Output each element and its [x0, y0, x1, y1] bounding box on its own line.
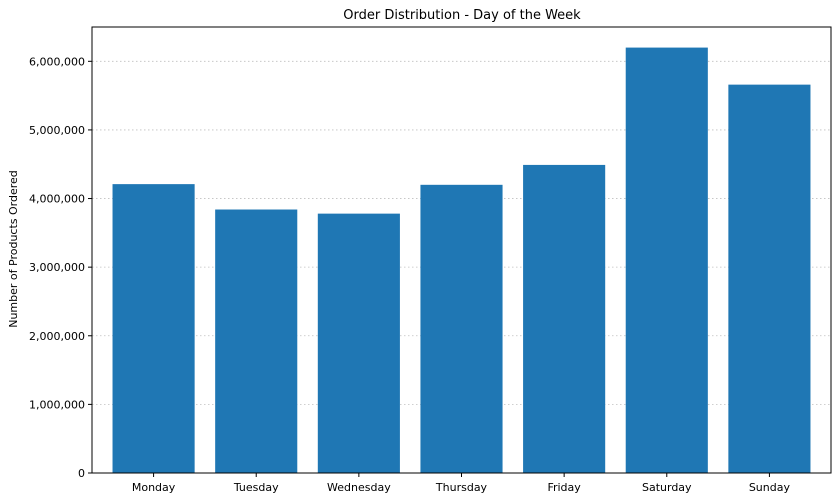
- chart-title: Order Distribution - Day of the Week: [343, 8, 581, 23]
- x-tick-label: Thursday: [435, 481, 488, 494]
- bar-saturday: [625, 47, 708, 473]
- y-tick-label: 3,000,000: [29, 261, 85, 274]
- bars: [112, 47, 811, 474]
- y-tick-label: 6,000,000: [29, 55, 85, 68]
- y-tick-label: 0: [78, 467, 85, 480]
- bar-wednesday: [317, 213, 400, 473]
- x-tick-label: Wednesday: [327, 481, 391, 494]
- x-tick-label: Monday: [132, 481, 176, 494]
- y-tick-label: 5,000,000: [29, 124, 85, 137]
- y-tick-label: 4,000,000: [29, 193, 85, 206]
- bar-thursday: [420, 184, 503, 474]
- x-axis: Monday Tuesday Wednesday Thursday Friday Satu…: [132, 473, 791, 494]
- x-tick-label: Sunday: [749, 481, 791, 494]
- x-tick-label: Friday: [547, 481, 581, 494]
- y-axis-label: Number of Products Ordered: [7, 170, 20, 328]
- y-tick-label: 2,000,000: [29, 330, 85, 343]
- x-tick-label: Saturday: [642, 481, 692, 494]
- plot-frame: [91, 26, 832, 474]
- y-axis: 0 1,000,000 2,000,000 3,000,000 4,000,000 5,0…: [29, 55, 92, 480]
- y-tick-label: 1,000,000: [29, 398, 85, 411]
- bar-friday: [523, 164, 606, 473]
- bar-sunday: [728, 84, 811, 473]
- x-tick-label: Tuesday: [233, 481, 279, 494]
- bar-monday: [112, 184, 195, 474]
- bar-tuesday: [215, 209, 298, 474]
